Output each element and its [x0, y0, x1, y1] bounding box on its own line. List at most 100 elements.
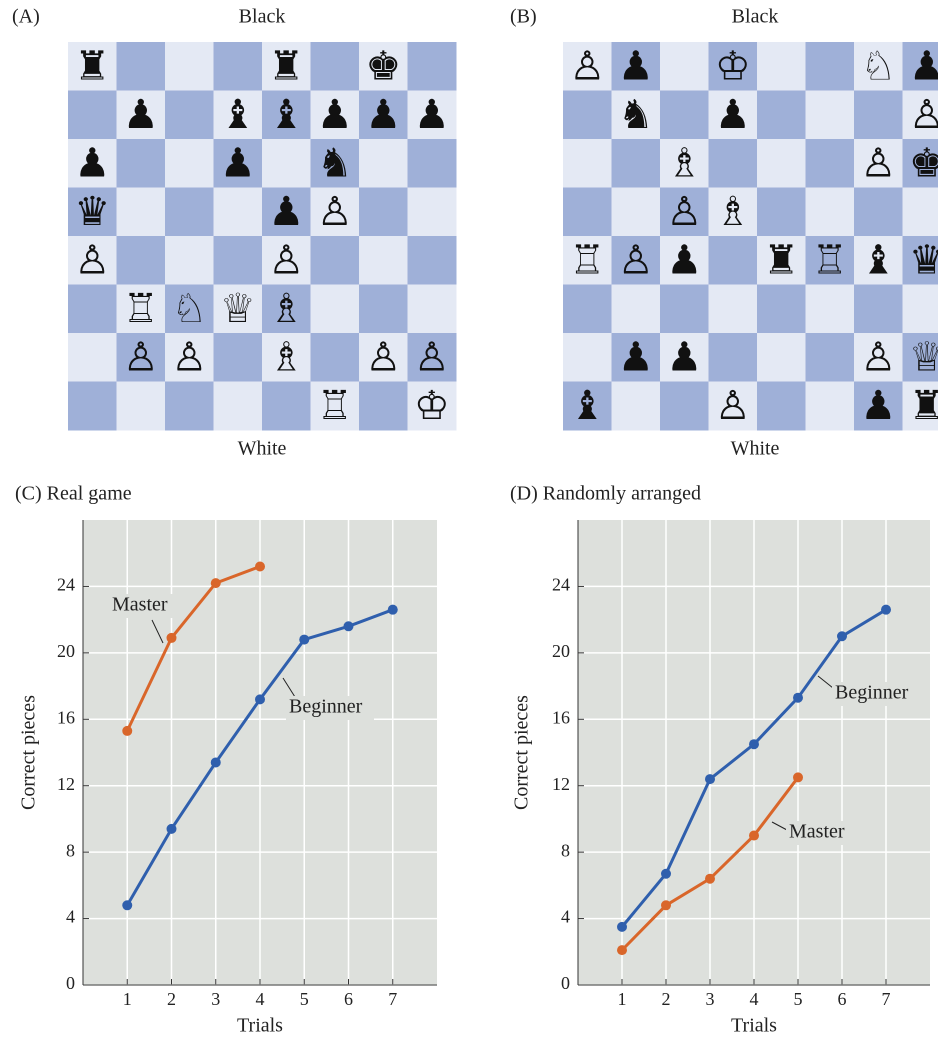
piece: ♙ — [666, 189, 702, 235]
piece: ♟ — [666, 334, 702, 380]
y-axis-label: Correct pieces — [18, 695, 40, 810]
point — [705, 774, 715, 784]
piece: ♘ — [171, 286, 207, 332]
series-label: Beginner — [289, 696, 363, 718]
square — [117, 188, 166, 237]
y-tick-label: 8 — [561, 840, 570, 860]
point — [211, 757, 221, 767]
square — [806, 188, 855, 237]
square — [408, 285, 457, 334]
piece: ♕ — [220, 286, 256, 332]
piece: ♟ — [666, 237, 702, 283]
point — [255, 694, 265, 704]
piece: ♙ — [569, 43, 605, 89]
series-label: Beginner — [835, 682, 909, 704]
piece: ♖ — [123, 286, 159, 332]
square — [165, 236, 214, 285]
square — [214, 188, 263, 237]
square — [117, 42, 166, 91]
square — [408, 139, 457, 188]
square — [806, 91, 855, 140]
square — [806, 333, 855, 382]
point — [881, 605, 891, 615]
square — [68, 333, 117, 382]
board-top-label: Black — [732, 6, 779, 28]
square — [165, 139, 214, 188]
square — [359, 285, 408, 334]
piece: ♖ — [317, 383, 353, 429]
x-tick-label: 2 — [167, 989, 176, 1009]
square — [311, 42, 360, 91]
square — [165, 188, 214, 237]
piece: ♟ — [860, 383, 896, 429]
y-tick-label: 0 — [66, 973, 75, 993]
point — [255, 562, 265, 572]
piece: ♙ — [74, 237, 110, 283]
y-tick-label: 0 — [561, 973, 570, 993]
square — [408, 236, 457, 285]
square — [612, 139, 661, 188]
piece: ♗ — [666, 140, 702, 186]
square — [214, 333, 263, 382]
square — [165, 42, 214, 91]
piece: ♗ — [268, 334, 304, 380]
piece: ♙ — [909, 92, 938, 138]
x-tick-label: 5 — [794, 989, 803, 1009]
piece: ♙ — [618, 237, 654, 283]
y-tick-label: 4 — [66, 907, 75, 927]
piece: ♔ — [715, 43, 751, 89]
piece: ♟ — [123, 92, 159, 138]
square — [117, 382, 166, 431]
square — [563, 188, 612, 237]
y-tick-label: 12 — [57, 774, 75, 794]
square — [709, 285, 758, 334]
piece: ♝ — [569, 383, 605, 429]
y-tick-label: 16 — [57, 707, 75, 727]
x-tick-label: 1 — [123, 989, 132, 1009]
x-axis-label: Trials — [731, 1015, 777, 1037]
x-tick-label: 4 — [750, 989, 759, 1009]
square — [660, 91, 709, 140]
square — [262, 382, 311, 431]
board-bottom-label: White — [731, 438, 780, 460]
point — [661, 869, 671, 879]
square — [359, 382, 408, 431]
square — [660, 285, 709, 334]
point — [344, 621, 354, 631]
piece: ♜ — [74, 43, 110, 89]
square — [68, 91, 117, 140]
square — [757, 285, 806, 334]
piece: ♖ — [569, 237, 605, 283]
square — [563, 91, 612, 140]
point — [617, 922, 627, 932]
square — [660, 382, 709, 431]
piece: ♛ — [909, 237, 938, 283]
square — [359, 188, 408, 237]
square — [408, 42, 457, 91]
piece: ♞ — [618, 92, 654, 138]
panel-label: (A) — [12, 6, 40, 28]
point — [837, 631, 847, 641]
y-tick-label: 24 — [552, 575, 570, 595]
square — [709, 139, 758, 188]
square — [854, 285, 903, 334]
square — [68, 285, 117, 334]
point — [211, 578, 221, 588]
point — [661, 900, 671, 910]
y-tick-label: 4 — [561, 907, 570, 927]
y-tick-label: 20 — [57, 641, 75, 661]
square — [165, 382, 214, 431]
piece: ♙ — [171, 334, 207, 380]
piece: ♞ — [317, 140, 353, 186]
point — [388, 605, 398, 615]
piece: ♟ — [220, 140, 256, 186]
piece: ♙ — [268, 237, 304, 283]
square — [311, 236, 360, 285]
piece: ♕ — [909, 334, 938, 380]
square — [563, 139, 612, 188]
chart-title: (D) Randomly arranged — [510, 483, 701, 505]
series-label: Master — [112, 594, 168, 616]
square — [563, 333, 612, 382]
piece: ♗ — [715, 189, 751, 235]
square — [757, 91, 806, 140]
